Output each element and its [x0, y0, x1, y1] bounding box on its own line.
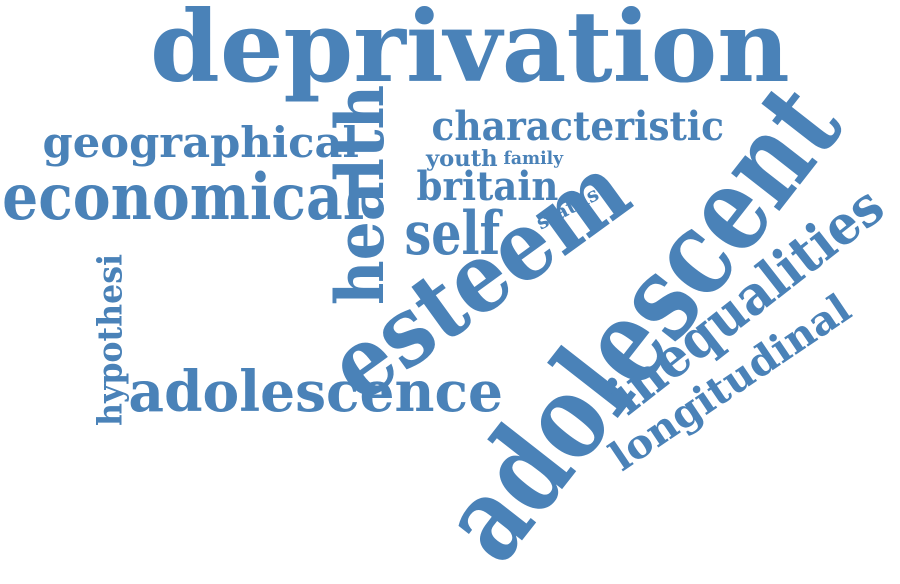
word-family: family — [503, 148, 563, 169]
word-adolescence: adolescence — [127, 359, 503, 425]
word-characteristic: characteristic — [430, 103, 724, 150]
word-britain: britain — [416, 163, 558, 210]
word-economical: economical — [2, 160, 365, 235]
word-self: self — [403, 199, 500, 269]
word-health: health — [321, 84, 400, 306]
word-deprivation: deprivation — [150, 0, 790, 105]
word-youth: youth — [425, 146, 498, 172]
word-geographical: geographical — [42, 118, 359, 167]
word-hypothesi: hypothesi — [90, 253, 131, 427]
